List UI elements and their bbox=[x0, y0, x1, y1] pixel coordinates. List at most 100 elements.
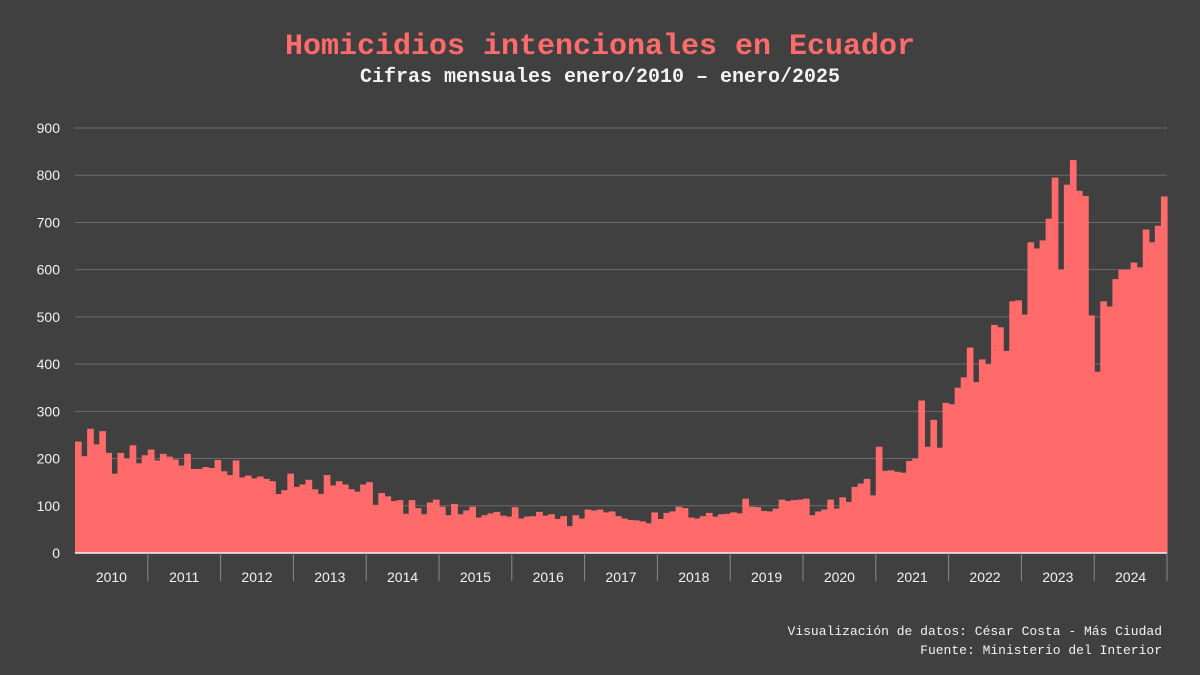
bar bbox=[141, 455, 149, 553]
bar bbox=[772, 508, 780, 553]
bar bbox=[420, 514, 428, 553]
bar bbox=[639, 521, 646, 553]
x-tick-label: 2011 bbox=[169, 569, 199, 585]
x-tick-label: 2022 bbox=[969, 569, 1000, 585]
bar bbox=[402, 513, 410, 553]
bar bbox=[244, 475, 252, 553]
bar bbox=[815, 511, 822, 553]
bar bbox=[602, 512, 610, 553]
bar bbox=[1124, 269, 1132, 553]
bar bbox=[584, 509, 592, 553]
bar bbox=[924, 446, 931, 553]
bar bbox=[123, 458, 131, 553]
bar bbox=[93, 444, 100, 553]
bar bbox=[614, 516, 622, 553]
bar bbox=[869, 495, 877, 553]
bar bbox=[1094, 371, 1101, 553]
x-tick-label: 2015 bbox=[460, 569, 491, 585]
bar bbox=[875, 446, 883, 553]
bar bbox=[960, 377, 968, 553]
bar bbox=[226, 475, 234, 553]
bar bbox=[220, 471, 228, 553]
bar bbox=[269, 481, 276, 553]
x-tick-label: 2012 bbox=[241, 569, 272, 585]
bar bbox=[954, 387, 962, 553]
bar bbox=[311, 489, 319, 553]
bar bbox=[578, 518, 586, 553]
bar bbox=[633, 520, 640, 553]
y-tick-label: 500 bbox=[37, 309, 61, 325]
bar bbox=[390, 501, 398, 553]
y-tick-label: 900 bbox=[37, 120, 61, 136]
x-tick-label: 2013 bbox=[314, 569, 345, 585]
bar bbox=[1100, 301, 1107, 553]
bar bbox=[997, 327, 1004, 553]
bar bbox=[238, 477, 246, 553]
bar bbox=[627, 519, 634, 553]
bar bbox=[651, 512, 658, 553]
bar bbox=[135, 463, 143, 553]
bar bbox=[426, 502, 434, 553]
bar bbox=[736, 513, 743, 553]
credits-source: Fuente: Ministerio del Interior bbox=[920, 643, 1162, 658]
x-tick-label: 2017 bbox=[605, 569, 636, 585]
bar bbox=[445, 515, 452, 553]
bar bbox=[566, 526, 574, 553]
bar bbox=[341, 484, 349, 553]
bar bbox=[530, 516, 537, 553]
bar bbox=[827, 499, 834, 553]
bar bbox=[1088, 315, 1095, 553]
bar bbox=[657, 519, 665, 553]
bar bbox=[699, 516, 707, 553]
y-tick-label: 600 bbox=[37, 262, 61, 278]
bar bbox=[790, 500, 798, 553]
chart-title: Homicidios intencionales en Ecuador bbox=[284, 30, 916, 64]
y-tick-label: 100 bbox=[37, 498, 61, 514]
bar bbox=[481, 515, 489, 553]
y-tick-label: 700 bbox=[37, 214, 61, 230]
bar bbox=[153, 460, 161, 553]
bar bbox=[560, 516, 567, 553]
bar bbox=[942, 402, 950, 553]
bar bbox=[554, 519, 561, 553]
bar bbox=[730, 512, 737, 553]
bar bbox=[317, 493, 325, 553]
bars bbox=[75, 160, 1168, 554]
bar bbox=[293, 486, 301, 553]
bar bbox=[991, 324, 998, 553]
bar bbox=[1082, 196, 1089, 553]
bar bbox=[475, 517, 483, 553]
bar bbox=[299, 484, 307, 553]
bar bbox=[1069, 160, 1077, 554]
bar bbox=[323, 475, 331, 553]
bar bbox=[396, 500, 404, 553]
bar bbox=[918, 400, 925, 553]
bar bbox=[948, 404, 956, 553]
bar bbox=[81, 456, 88, 553]
x-tick-label: 2016 bbox=[533, 569, 564, 585]
bar bbox=[1003, 350, 1010, 553]
bar bbox=[335, 481, 343, 553]
bar bbox=[432, 499, 440, 553]
bar bbox=[572, 515, 580, 553]
x-tick-label: 2010 bbox=[96, 569, 127, 585]
bar bbox=[354, 491, 361, 553]
bar bbox=[360, 484, 367, 553]
bar bbox=[75, 441, 82, 553]
bar bbox=[669, 511, 677, 553]
bar bbox=[250, 478, 258, 553]
x-tick-label: 2018 bbox=[678, 569, 709, 585]
bar bbox=[851, 486, 859, 553]
chart-subtitle: Cifras mensuales enero/2010 – enero/2025 bbox=[359, 66, 841, 89]
bar bbox=[1136, 267, 1144, 553]
bar bbox=[930, 419, 938, 553]
bar bbox=[839, 497, 847, 553]
bar bbox=[87, 428, 94, 553]
bar bbox=[857, 483, 865, 553]
x-tick-label: 2023 bbox=[1042, 569, 1073, 585]
bar bbox=[348, 489, 355, 553]
bar bbox=[281, 490, 288, 553]
bar bbox=[305, 479, 313, 553]
bar bbox=[748, 506, 756, 553]
